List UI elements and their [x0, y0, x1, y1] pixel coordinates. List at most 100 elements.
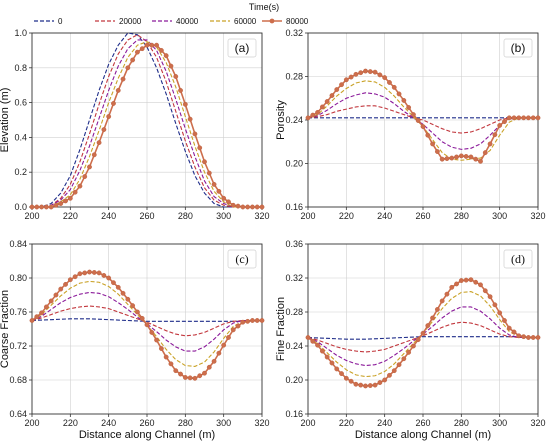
data-point: [391, 84, 397, 90]
data-point: [406, 105, 412, 110]
data-point: [187, 116, 193, 122]
data-point: [454, 154, 459, 160]
series-line-20000: [307, 321, 538, 353]
data-point: [468, 277, 474, 283]
data-point: [420, 330, 426, 336]
y-tick-label: 0.72: [9, 341, 27, 351]
x-tick-label: 300: [492, 418, 507, 428]
data-point: [468, 154, 474, 160]
data-point: [401, 356, 407, 362]
data-point: [372, 69, 378, 75]
panel-b: 200 220 240 260 280 300 320 0.16 0.20 0.24 0.28 0.3…: [275, 28, 546, 221]
y-tick-label: 0.20: [285, 375, 303, 385]
x-tick-label: 280: [178, 211, 193, 221]
data-point: [206, 170, 212, 176]
panel-d: 200 220 240 260 280 300 320 0.16 0.20 0.24 0.28 0.3…: [275, 239, 546, 441]
y-tick-label: 0.32: [285, 28, 303, 38]
x-tick-label: 280: [178, 418, 193, 428]
data-point: [87, 269, 92, 275]
data-point: [202, 370, 207, 376]
x-tick-label: 240: [377, 211, 392, 221]
data-point: [163, 354, 169, 360]
data-point: [387, 372, 392, 378]
data-point: [372, 382, 378, 388]
y-tick-label: 0.24: [285, 115, 303, 125]
data-point: [458, 278, 464, 283]
data-point: [478, 282, 483, 288]
data-point: [521, 115, 527, 121]
data-point: [329, 360, 335, 366]
data-point: [305, 335, 311, 340]
y-tick-label: 0.4: [14, 132, 27, 142]
data-point: [516, 333, 522, 339]
data-point: [111, 280, 116, 286]
data-point: [434, 149, 440, 154]
data-point: [463, 154, 469, 159]
data-point: [77, 271, 83, 277]
data-point: [235, 323, 241, 329]
data-point: [206, 364, 212, 370]
data-point: [334, 87, 340, 92]
data-point: [434, 307, 440, 312]
y-tick-label: 0.8: [14, 63, 27, 73]
data-point: [353, 381, 359, 387]
data-point: [91, 152, 97, 158]
x-tick-label: 200: [24, 211, 39, 221]
data-point: [535, 335, 541, 340]
x-tick-label: 220: [63, 418, 78, 428]
data-point: [182, 375, 188, 380]
panel-label-box: [503, 38, 533, 58]
data-point: [454, 281, 459, 287]
data-point: [39, 310, 44, 316]
data-point: [492, 302, 498, 308]
data-point: [363, 383, 368, 389]
data-point: [101, 273, 107, 278]
data-point: [173, 368, 179, 374]
data-point: [72, 189, 78, 195]
data-point: [511, 115, 517, 121]
data-point: [506, 325, 512, 331]
data-point: [163, 53, 169, 59]
x-tick-label: 320: [530, 418, 545, 428]
panels: 200 220 240 260 280 300 320 0.0 0.2 0.4 0.6 0.8 1.0 E…: [0, 28, 546, 441]
data-point: [178, 88, 183, 93]
x-tick-label: 320: [530, 211, 545, 221]
data-point: [125, 296, 131, 302]
data-point: [324, 354, 330, 360]
data-point: [425, 323, 431, 328]
series-line-20000: [307, 105, 538, 134]
data-point: [48, 204, 54, 210]
x-tick-label: 200: [24, 418, 39, 428]
data-point: [101, 127, 107, 132]
data-point: [250, 204, 255, 210]
data-point: [29, 204, 35, 210]
panel-label: (b): [511, 41, 526, 55]
data-point: [72, 274, 78, 280]
data-point: [53, 292, 59, 298]
data-point: [144, 322, 150, 328]
data-point: [34, 314, 40, 320]
data-point: [125, 65, 131, 71]
data-point: [439, 156, 445, 162]
data-point: [444, 291, 450, 297]
data-point: [530, 115, 536, 121]
data-point: [526, 115, 531, 121]
x-tick-label: 260: [415, 211, 430, 221]
series-line-20000: [32, 34, 262, 208]
x-tick-label: 220: [339, 418, 354, 428]
y-tick-label: 1.0: [14, 28, 27, 38]
y-tick-label: 0.80: [9, 273, 27, 283]
data-point: [139, 46, 145, 52]
data-point: [444, 156, 450, 162]
data-point: [473, 279, 479, 285]
data-point: [168, 361, 174, 367]
data-point: [226, 335, 231, 340]
data-point: [120, 290, 126, 296]
data-point: [497, 123, 503, 128]
data-point: [406, 349, 412, 355]
data-point: [96, 140, 102, 146]
data-point: [216, 188, 222, 194]
data-point: [415, 118, 421, 123]
data-point: [245, 318, 251, 324]
series-line-0: [32, 32, 262, 208]
